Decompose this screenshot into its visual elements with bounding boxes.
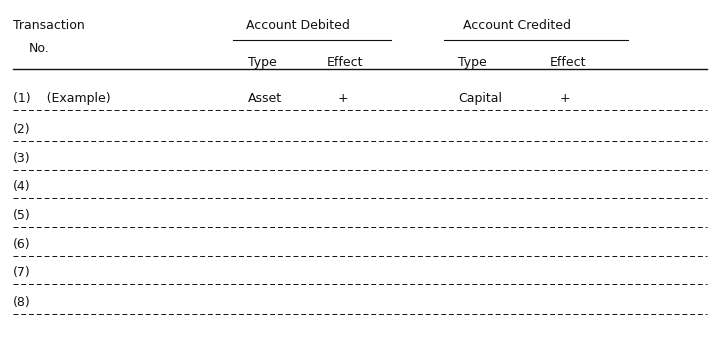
Text: Type: Type	[458, 56, 487, 68]
Text: +: +	[337, 92, 348, 105]
Text: Transaction: Transaction	[13, 19, 85, 32]
Text: (4): (4)	[13, 180, 31, 193]
Text: (2): (2)	[13, 123, 31, 136]
Text: Account Credited: Account Credited	[463, 19, 571, 32]
Text: Account Debited: Account Debited	[246, 19, 350, 32]
Text: (5): (5)	[13, 209, 31, 222]
Text: No.: No.	[29, 42, 50, 54]
Text: Asset: Asset	[248, 92, 282, 105]
Text: (7): (7)	[13, 266, 31, 279]
Text: Effect: Effect	[327, 56, 363, 68]
Text: Effect: Effect	[549, 56, 586, 68]
Text: Type: Type	[248, 56, 276, 68]
Text: (1)    (Example): (1) (Example)	[13, 92, 111, 105]
Text: (8): (8)	[13, 296, 31, 308]
Text: +: +	[560, 92, 571, 105]
Text: Capital: Capital	[458, 92, 502, 105]
Text: (3): (3)	[13, 152, 31, 164]
Text: (6): (6)	[13, 238, 31, 251]
